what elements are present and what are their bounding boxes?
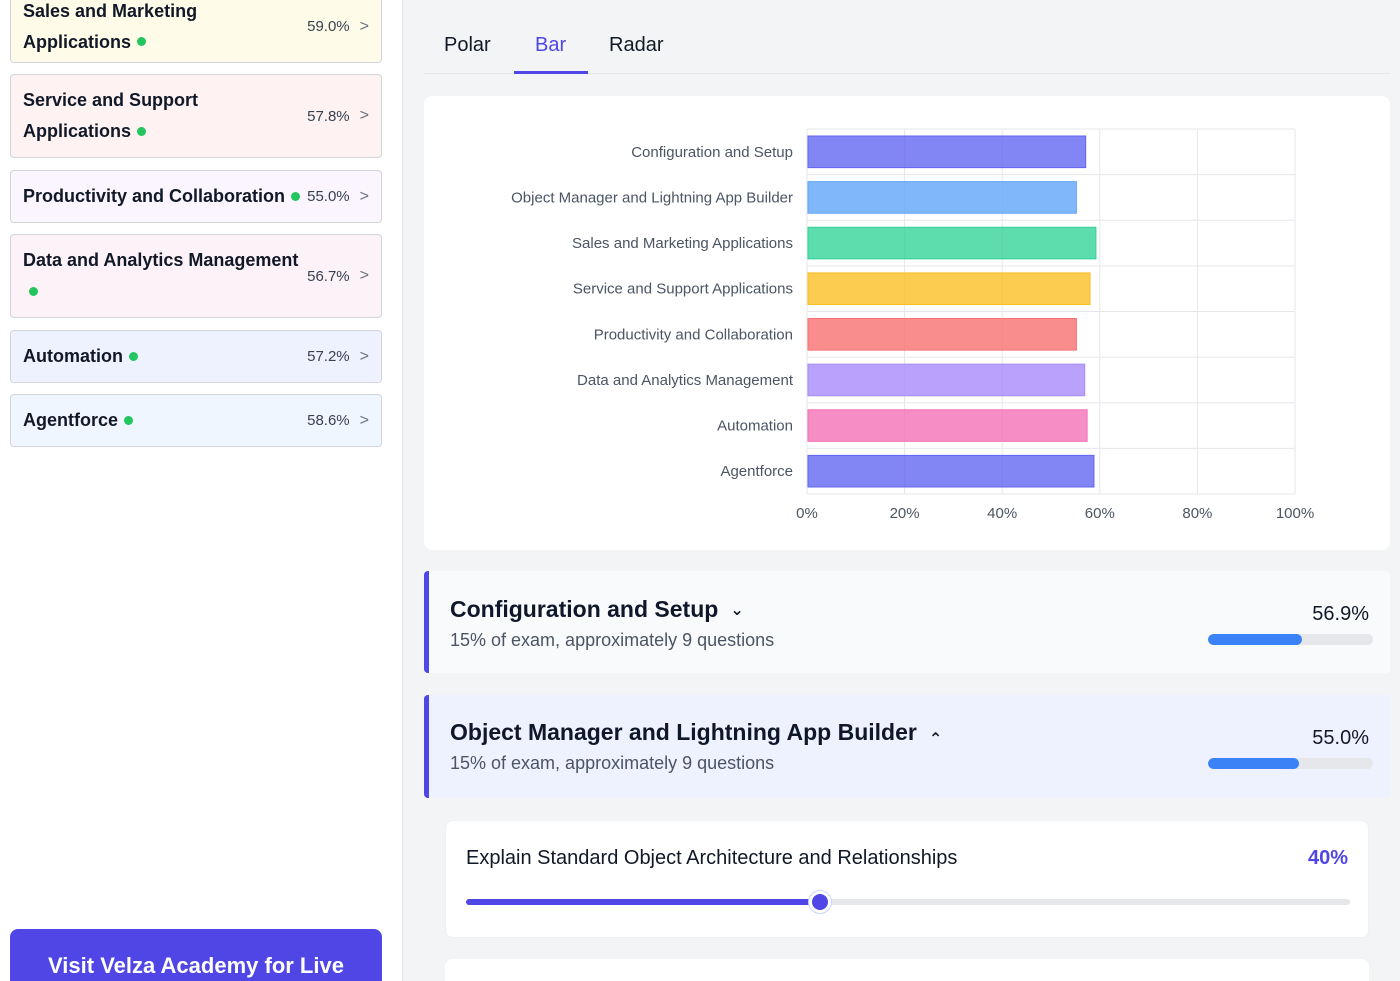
bar — [807, 226, 1097, 260]
topic-card-agentforce[interactable]: Agentforce 58.6% > — [10, 394, 382, 447]
topic-card-service-support[interactable]: Service and Support Applications 57.8% > — [10, 74, 382, 158]
status-dot — [124, 415, 134, 425]
chevron-right-icon: > — [359, 17, 369, 35]
section-title: Object Manager and Lightning App Builder… — [450, 719, 943, 748]
category-label: Agentforce — [720, 463, 793, 480]
status-dot — [29, 286, 38, 296]
category-label: Productivity and Collaboration — [594, 326, 793, 343]
slider-thumb[interactable] — [808, 891, 831, 913]
topic-card-data-analytics[interactable]: Data and Analytics Management 56.7% > — [10, 234, 382, 318]
x-tick-label: 80% — [1182, 505, 1212, 522]
subtopic-title: Explain Standard Object Architecture and… — [466, 847, 958, 869]
section-progress-bar — [1208, 634, 1373, 645]
chevron-right-icon: > — [359, 411, 369, 429]
section-card-object-manager[interactable]: Object Manager and Lightning App Builder… — [424, 695, 1390, 798]
subtopic-card-next — [445, 959, 1369, 981]
section-subtitle: 15% of exam, approximately 9 questions — [450, 630, 775, 650]
bar — [807, 181, 1077, 214]
category-label: Automation — [717, 418, 793, 435]
active-tab-indicator — [514, 71, 588, 74]
topic-name: Productivity and Collaboration — [23, 181, 301, 212]
chevron-up-icon: ⌃ — [928, 731, 943, 748]
subtopic-card: Explain Standard Object Architecture and… — [445, 820, 1369, 938]
confidence-slider[interactable] — [466, 891, 1350, 913]
x-tick-label: 40% — [987, 505, 1017, 522]
bar-chart: 0% 20% 40% 60% 80% 100% Configuration and Setu… — [511, 128, 1314, 522]
section-subtitle: 15% of exam, approximately 9 questions — [450, 753, 775, 773]
chart-tabs: Polar Bar Radar — [424, 20, 1390, 74]
x-tick-label: 100% — [1276, 505, 1314, 522]
sidebar: Sales and Marketing Applications 59.0% > … — [0, 0, 403, 981]
topic-name: Sales and Marketing Applications — [23, 0, 198, 52]
chevron-right-icon: > — [359, 107, 369, 124]
status-dot — [291, 191, 301, 201]
section-progress-bar — [1208, 758, 1373, 769]
chevron-right-icon: > — [359, 267, 369, 284]
tab-polar[interactable]: Polar — [444, 34, 491, 56]
category-label: Service and Support Applications — [573, 281, 793, 298]
topic-name: Automation — [23, 341, 138, 372]
section-title: Configuration and Setup ⌄ — [450, 596, 744, 622]
bar — [807, 363, 1086, 397]
category-label: Configuration and Setup — [631, 144, 793, 161]
chart-card: 0% 20% 40% 60% 80% 100% Configuration and Setu… — [424, 96, 1390, 550]
topic-percent: 57.2% — [307, 348, 350, 365]
topic-card-productivity[interactable]: Productivity and Collaboration 55.0% > — [10, 170, 382, 223]
bar — [807, 272, 1091, 305]
bar — [807, 135, 1087, 169]
x-tick-label: 0% — [796, 505, 818, 522]
topic-card-automation[interactable]: Automation 57.2% > — [10, 330, 382, 383]
section-progress-fill — [1208, 758, 1299, 769]
topic-name: Service and Support Applications — [23, 90, 199, 141]
chevron-down-icon: ⌄ — [730, 602, 744, 619]
section-percent: 56.9% — [1312, 603, 1369, 625]
topic-percent: 56.7% — [307, 267, 350, 285]
category-label: Data and Analytics Management — [577, 372, 794, 389]
status-dot — [137, 126, 147, 136]
tab-bar[interactable]: Bar — [535, 34, 567, 56]
visit-academy-button[interactable]: Visit Velza Academy for Live — [10, 929, 382, 981]
chevron-right-icon: > — [359, 347, 369, 365]
section-progress-fill — [1208, 634, 1302, 645]
topic-card-sales-marketing[interactable]: Sales and Marketing Applications 59.0% > — [10, 0, 382, 63]
subtopic-percent: 40% — [1307, 847, 1348, 869]
bar — [807, 454, 1095, 488]
x-tick-label: 60% — [1085, 505, 1115, 522]
section-percent: 55.0% — [1312, 727, 1369, 749]
category-label: Sales and Marketing Applications — [572, 235, 793, 252]
topic-percent: 58.6% — [307, 412, 350, 429]
topic-percent: 57.8% — [307, 107, 350, 125]
category-label: Object Manager and Lightning App Builder — [511, 189, 793, 206]
chevron-right-icon: > — [359, 187, 369, 205]
section-card-configuration[interactable]: Configuration and Setup ⌄ 15% of exam, ap… — [424, 571, 1390, 673]
x-tick-label: 20% — [890, 505, 920, 522]
topic-percent: 59.0% — [307, 18, 350, 35]
topic-percent: 55.0% — [307, 188, 350, 205]
topic-name: Data and Analytics Management — [23, 245, 303, 307]
tab-radar[interactable]: Radar — [609, 34, 664, 56]
bar — [807, 318, 1077, 351]
slider-fill — [466, 899, 820, 905]
status-dot — [137, 37, 147, 47]
status-dot — [128, 351, 138, 361]
bar — [807, 409, 1088, 442]
topic-name: Agentforce — [23, 405, 134, 436]
